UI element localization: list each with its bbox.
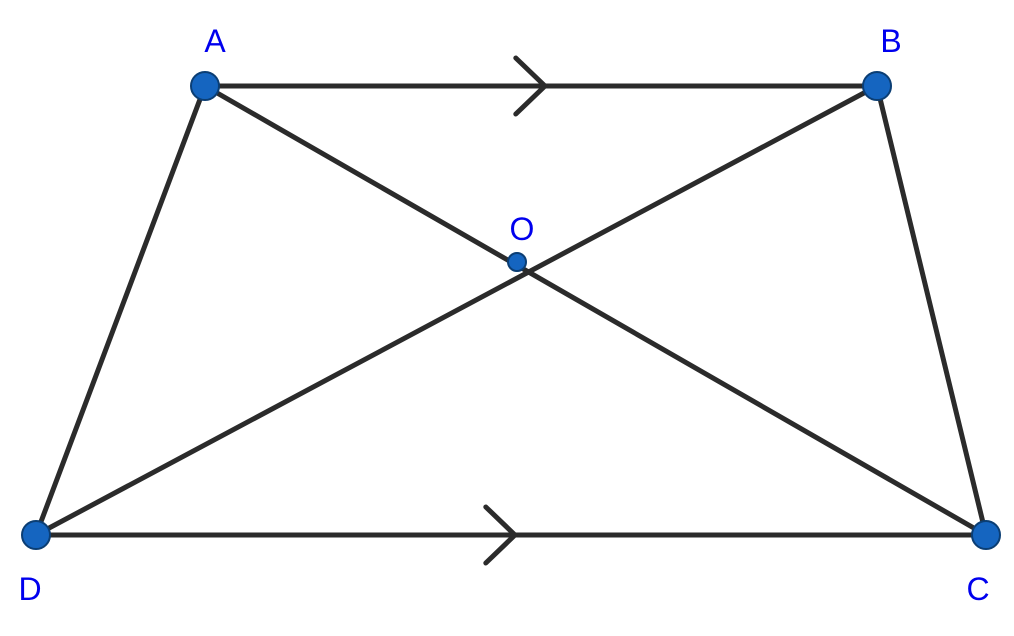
edge <box>877 86 986 535</box>
label-d: D <box>18 571 41 607</box>
label-c: C <box>966 571 989 607</box>
vertices <box>22 72 1000 549</box>
label-o: O <box>510 211 535 247</box>
trapezoid-diagram: A B C D O <box>0 0 1014 636</box>
edge <box>205 86 986 535</box>
label-b: B <box>880 23 901 59</box>
edges <box>36 86 986 535</box>
vertex-o <box>508 253 526 271</box>
labels: A B C D O <box>18 23 989 607</box>
vertex-b <box>863 72 891 100</box>
parallel-marks <box>486 58 545 563</box>
vertex-d <box>22 521 50 549</box>
vertex-a <box>191 72 219 100</box>
label-a: A <box>204 23 226 59</box>
edge <box>36 86 205 535</box>
vertex-c <box>972 521 1000 549</box>
edge <box>36 86 877 535</box>
